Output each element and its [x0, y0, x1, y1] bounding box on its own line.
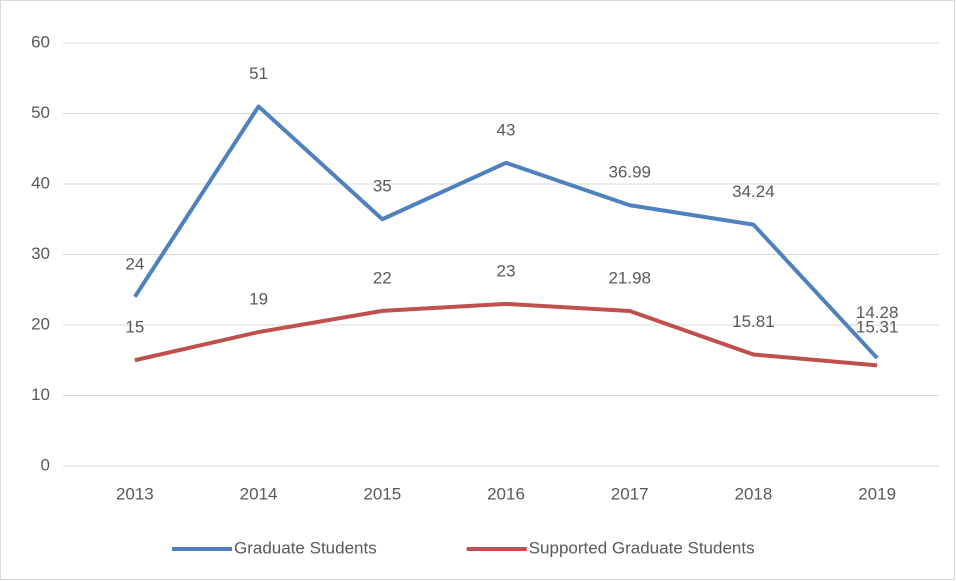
data-label: 19 [249, 290, 268, 309]
data-label: 21.98 [608, 269, 651, 288]
data-label: 34.24 [732, 182, 775, 201]
y-tick-label: 0 [41, 455, 50, 474]
x-tick-label: 2018 [735, 484, 773, 503]
data-label: 14.28 [856, 303, 899, 322]
data-label: 15 [125, 318, 144, 337]
legend-label: Graduate Students [234, 538, 377, 557]
legend-label: Supported Graduate Students [529, 538, 755, 557]
x-tick-label: 2013 [116, 484, 154, 503]
data-label: 51 [249, 64, 268, 83]
data-label: 15.31 [856, 318, 899, 337]
y-tick-label: 50 [31, 103, 50, 122]
data-label: 15.81 [732, 312, 775, 331]
data-label: 24 [125, 254, 144, 273]
series-line [133, 104, 879, 360]
data-label: 36.99 [608, 163, 651, 182]
x-tick-label: 2016 [487, 484, 525, 503]
y-tick-label: 60 [31, 32, 50, 51]
y-tick-label: 40 [31, 173, 50, 192]
data-label: 23 [497, 261, 516, 280]
y-tick-label: 20 [31, 314, 50, 333]
x-tick-label: 2015 [363, 484, 401, 503]
data-label: 35 [373, 177, 392, 196]
x-tick-label: 2019 [858, 484, 896, 503]
data-label: 22 [373, 268, 392, 287]
x-tick-label: 2014 [240, 484, 278, 503]
series-line [134, 301, 878, 368]
y-tick-label: 10 [31, 385, 50, 404]
x-tick-label: 2017 [611, 484, 649, 503]
y-tick-label: 30 [31, 244, 50, 263]
data-label: 43 [497, 120, 516, 139]
